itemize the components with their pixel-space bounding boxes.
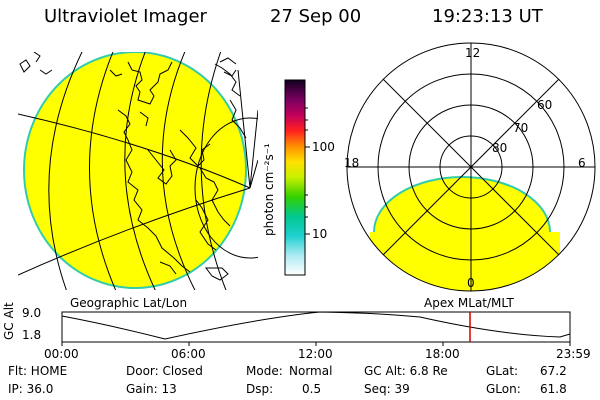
status-glon-label: GLon: — [486, 382, 521, 396]
colorbar-ticks — [305, 107, 310, 235]
geographic-map — [18, 52, 258, 290]
lat-label-80: 80 — [492, 141, 508, 155]
altitude-ytick-low: 1.8 — [22, 328, 42, 342]
altitude-xtick-1200: 12:00 — [298, 347, 333, 361]
altitude-xtick-1800: 18:00 — [425, 347, 460, 361]
status-dsp-value: 0.5 — [302, 382, 322, 396]
status-gain: Gain: 13 — [126, 382, 177, 396]
status-seq: Seq: 39 — [364, 382, 410, 396]
altitude-panel — [61, 311, 571, 346]
mlt-label-12: 12 — [465, 46, 481, 60]
geographic-label: Geographic Lat/Lon — [70, 296, 188, 310]
status-flt: Flt: HOME — [8, 364, 68, 378]
geo-grid — [18, 52, 258, 290]
altitude-xtick-0000: 00:00 — [44, 347, 79, 361]
altitude-xtick-0600: 06:00 — [171, 347, 206, 361]
coastlines-outer — [19, 52, 53, 75]
altitude-curve — [61, 311, 571, 340]
mlt-label-18: 18 — [344, 156, 360, 170]
altitude-ytick-high: 9.0 — [22, 306, 42, 320]
coastlines — [109, 57, 247, 281]
mlt-label-6: 6 — [578, 156, 586, 170]
observation-time: 19:23:13 UT — [432, 6, 543, 27]
status-door: Door: Closed — [126, 364, 203, 378]
status-mode-label: Mode: — [246, 364, 283, 378]
status-dsp-label: Dsp: — [246, 382, 274, 396]
status-gc-alt: GC Alt: 6.8 Re — [364, 364, 448, 378]
colorbar-unit-label: photon cm⁻²s⁻¹ — [262, 143, 276, 236]
imager-disk — [23, 52, 247, 289]
apex-label: Apex MLat/MLT — [424, 296, 514, 310]
instrument-title: Ultraviolet Imager — [44, 6, 207, 27]
status-ip: IP: 36.0 — [8, 382, 54, 396]
status-glat-label: GLat: — [486, 364, 519, 378]
colorbar — [284, 79, 306, 276]
altitude-xtick-2359: 23:59 — [556, 347, 591, 361]
lat-label-60: 60 — [537, 98, 553, 112]
polar-plot — [346, 42, 596, 292]
colorbar-tick-10: 10 — [312, 227, 328, 241]
altitude-ylabel: GC Alt — [2, 302, 16, 340]
status-mode-value: Normal — [289, 364, 333, 378]
mlt-label-0: 0 — [467, 276, 475, 290]
colorbar-tick-100: 100 — [312, 140, 335, 154]
status-glat-value: 67.2 — [540, 364, 567, 378]
lat-label-70: 70 — [513, 121, 529, 135]
observation-date: 27 Sep 00 — [270, 6, 362, 27]
status-glon-value: 61.8 — [540, 382, 567, 396]
